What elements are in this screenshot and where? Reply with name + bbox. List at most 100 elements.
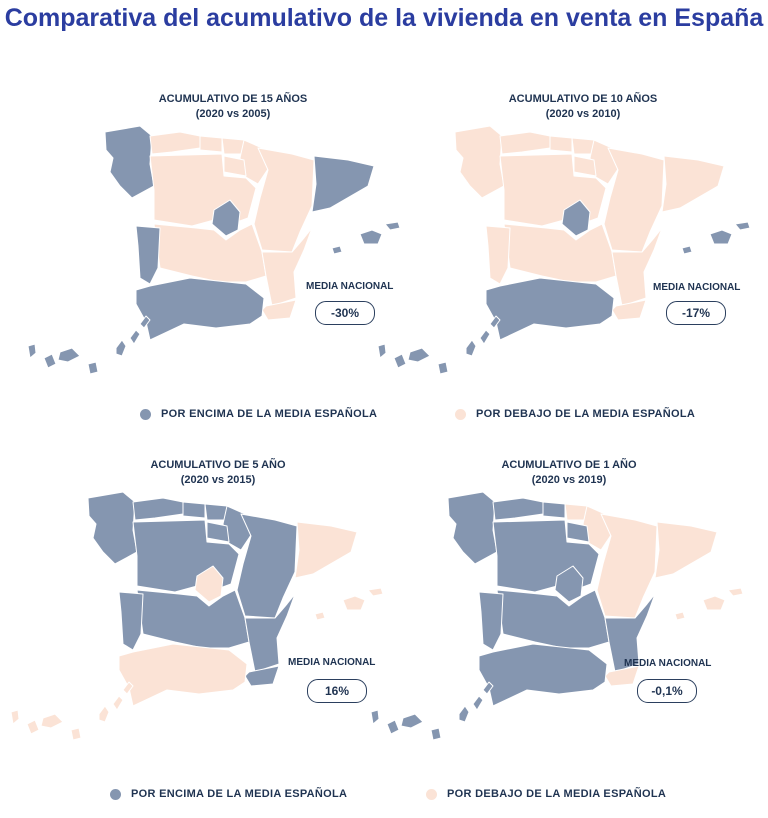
region-shape-valencia — [611, 227, 663, 307]
region-shape-galicia — [104, 125, 155, 199]
region-shape-canarias — [112, 695, 124, 711]
region-shape-canarias — [115, 339, 127, 357]
region-shape-cataluna — [294, 521, 358, 579]
region-cataluna — [654, 521, 718, 579]
region-baleares — [681, 221, 750, 255]
region-shape-asturias — [149, 131, 201, 155]
region-shape-andalucia — [478, 643, 608, 707]
region-shape-cataluna — [661, 155, 725, 213]
region-shape-canarias — [43, 353, 57, 369]
region-shape-canarias — [87, 361, 99, 375]
media-nacional-value: -30% — [315, 301, 375, 325]
region-shape-larioja — [206, 521, 230, 543]
region-shape-canarias — [465, 339, 477, 357]
region-canarias — [10, 681, 134, 741]
region-valencia — [244, 593, 296, 673]
region-shape-baleares — [709, 229, 733, 245]
region-shape-canarias — [386, 719, 400, 735]
region-paisvasco — [564, 503, 588, 521]
region-shape-canarias — [479, 329, 491, 345]
region-shape-murcia — [604, 665, 640, 687]
region-shape-canarias — [393, 353, 407, 369]
legend-above-swatch — [140, 408, 151, 420]
region-shape-murcia — [244, 665, 280, 687]
region-shape-paisvasco — [564, 503, 588, 521]
region-madrid — [561, 199, 591, 237]
region-shape-cantabria — [199, 135, 223, 153]
region-cantabria — [542, 501, 566, 519]
region-shape-galicia — [447, 491, 498, 565]
region-paisvasco — [221, 137, 245, 155]
region-castillalamancha — [153, 223, 267, 283]
region-andalucia — [118, 643, 248, 707]
region-shape-castillalamancha — [503, 223, 617, 283]
region-shape-canarias — [400, 713, 424, 729]
panel-subheading: (2020 vs 2005) — [195, 108, 271, 120]
region-andalucia — [135, 277, 265, 341]
region-castillalamancha — [136, 589, 250, 649]
spain-map — [370, 491, 743, 741]
panel-title: ACUMULATIVO DE 10 AÑOS (2020 vs 2010) — [463, 92, 703, 122]
region-shape-murcia — [611, 299, 647, 321]
region-cantabria — [199, 135, 223, 153]
region-shape-cantabria — [542, 501, 566, 519]
media-nacional-label: MEDIA NACIONAL — [653, 282, 741, 293]
region-andalucia — [485, 277, 615, 341]
media-nacional-label: MEDIA NACIONAL — [306, 281, 394, 292]
region-shape-madrid — [194, 565, 224, 603]
region-shape-canarias — [489, 315, 501, 329]
spain-map — [10, 491, 383, 741]
media-nacional-value: 16% — [307, 679, 367, 703]
region-shape-murcia — [261, 299, 297, 321]
region-baleares — [674, 587, 743, 621]
region-asturias — [499, 131, 551, 155]
region-shape-cataluna — [654, 521, 718, 579]
panel-heading: ACUMULATIVO DE 10 AÑOS — [508, 93, 658, 105]
spain-map — [27, 125, 400, 375]
region-shape-canarias — [10, 709, 20, 725]
legend-above-label: POR ENCIMA DE LA MEDIA ESPAÑOLA — [161, 408, 378, 420]
spain-map — [377, 125, 750, 375]
region-galicia — [104, 125, 155, 199]
legend-above-swatch — [110, 788, 121, 800]
region-shape-canarias — [122, 681, 134, 695]
region-extremadura — [478, 591, 504, 651]
region-shape-canarias — [57, 347, 81, 363]
region-galicia — [454, 125, 505, 199]
region-extremadura — [118, 591, 144, 651]
panel-subheading: (2020 vs 2019) — [531, 474, 607, 486]
region-shape-larioja — [573, 155, 597, 177]
region-asturias — [149, 131, 201, 155]
media-nacional-label: MEDIA NACIONAL — [624, 658, 712, 669]
region-shape-baleares — [727, 587, 743, 597]
region-shape-asturias — [499, 131, 551, 155]
region-shape-canarias — [98, 705, 110, 723]
region-canarias — [370, 681, 494, 741]
region-galicia — [447, 491, 498, 565]
panel-heading: ACUMULATIVO DE 5 AÑO — [150, 459, 286, 471]
region-shape-andalucia — [485, 277, 615, 341]
region-shape-canarias — [370, 709, 380, 725]
page-title: Comparativa del acumulativo de la vivien… — [4, 4, 764, 32]
region-shape-canarias — [458, 705, 470, 723]
region-larioja — [206, 521, 230, 543]
region-shape-canarias — [472, 695, 484, 711]
region-shape-baleares — [674, 611, 686, 621]
region-shape-valencia — [604, 593, 656, 673]
region-baleares — [314, 587, 383, 621]
region-shape-baleares — [734, 221, 750, 231]
region-shape-paisvasco — [204, 503, 228, 521]
region-shape-cantabria — [549, 135, 573, 153]
region-andalucia — [478, 643, 608, 707]
media-nacional-label: MEDIA NACIONAL — [288, 657, 376, 668]
region-shape-andalucia — [118, 643, 248, 707]
region-murcia — [604, 665, 640, 687]
region-shape-larioja — [223, 155, 247, 177]
region-extremadura — [135, 225, 161, 285]
region-madrid — [211, 199, 241, 237]
panel-subheading: (2020 vs 2010) — [545, 108, 621, 120]
region-shape-extremadura — [478, 591, 504, 651]
legend-below-label: POR DEBAJO DE LA MEDIA ESPAÑOLA — [476, 408, 696, 420]
region-paisvasco — [204, 503, 228, 521]
region-asturias — [132, 497, 184, 521]
